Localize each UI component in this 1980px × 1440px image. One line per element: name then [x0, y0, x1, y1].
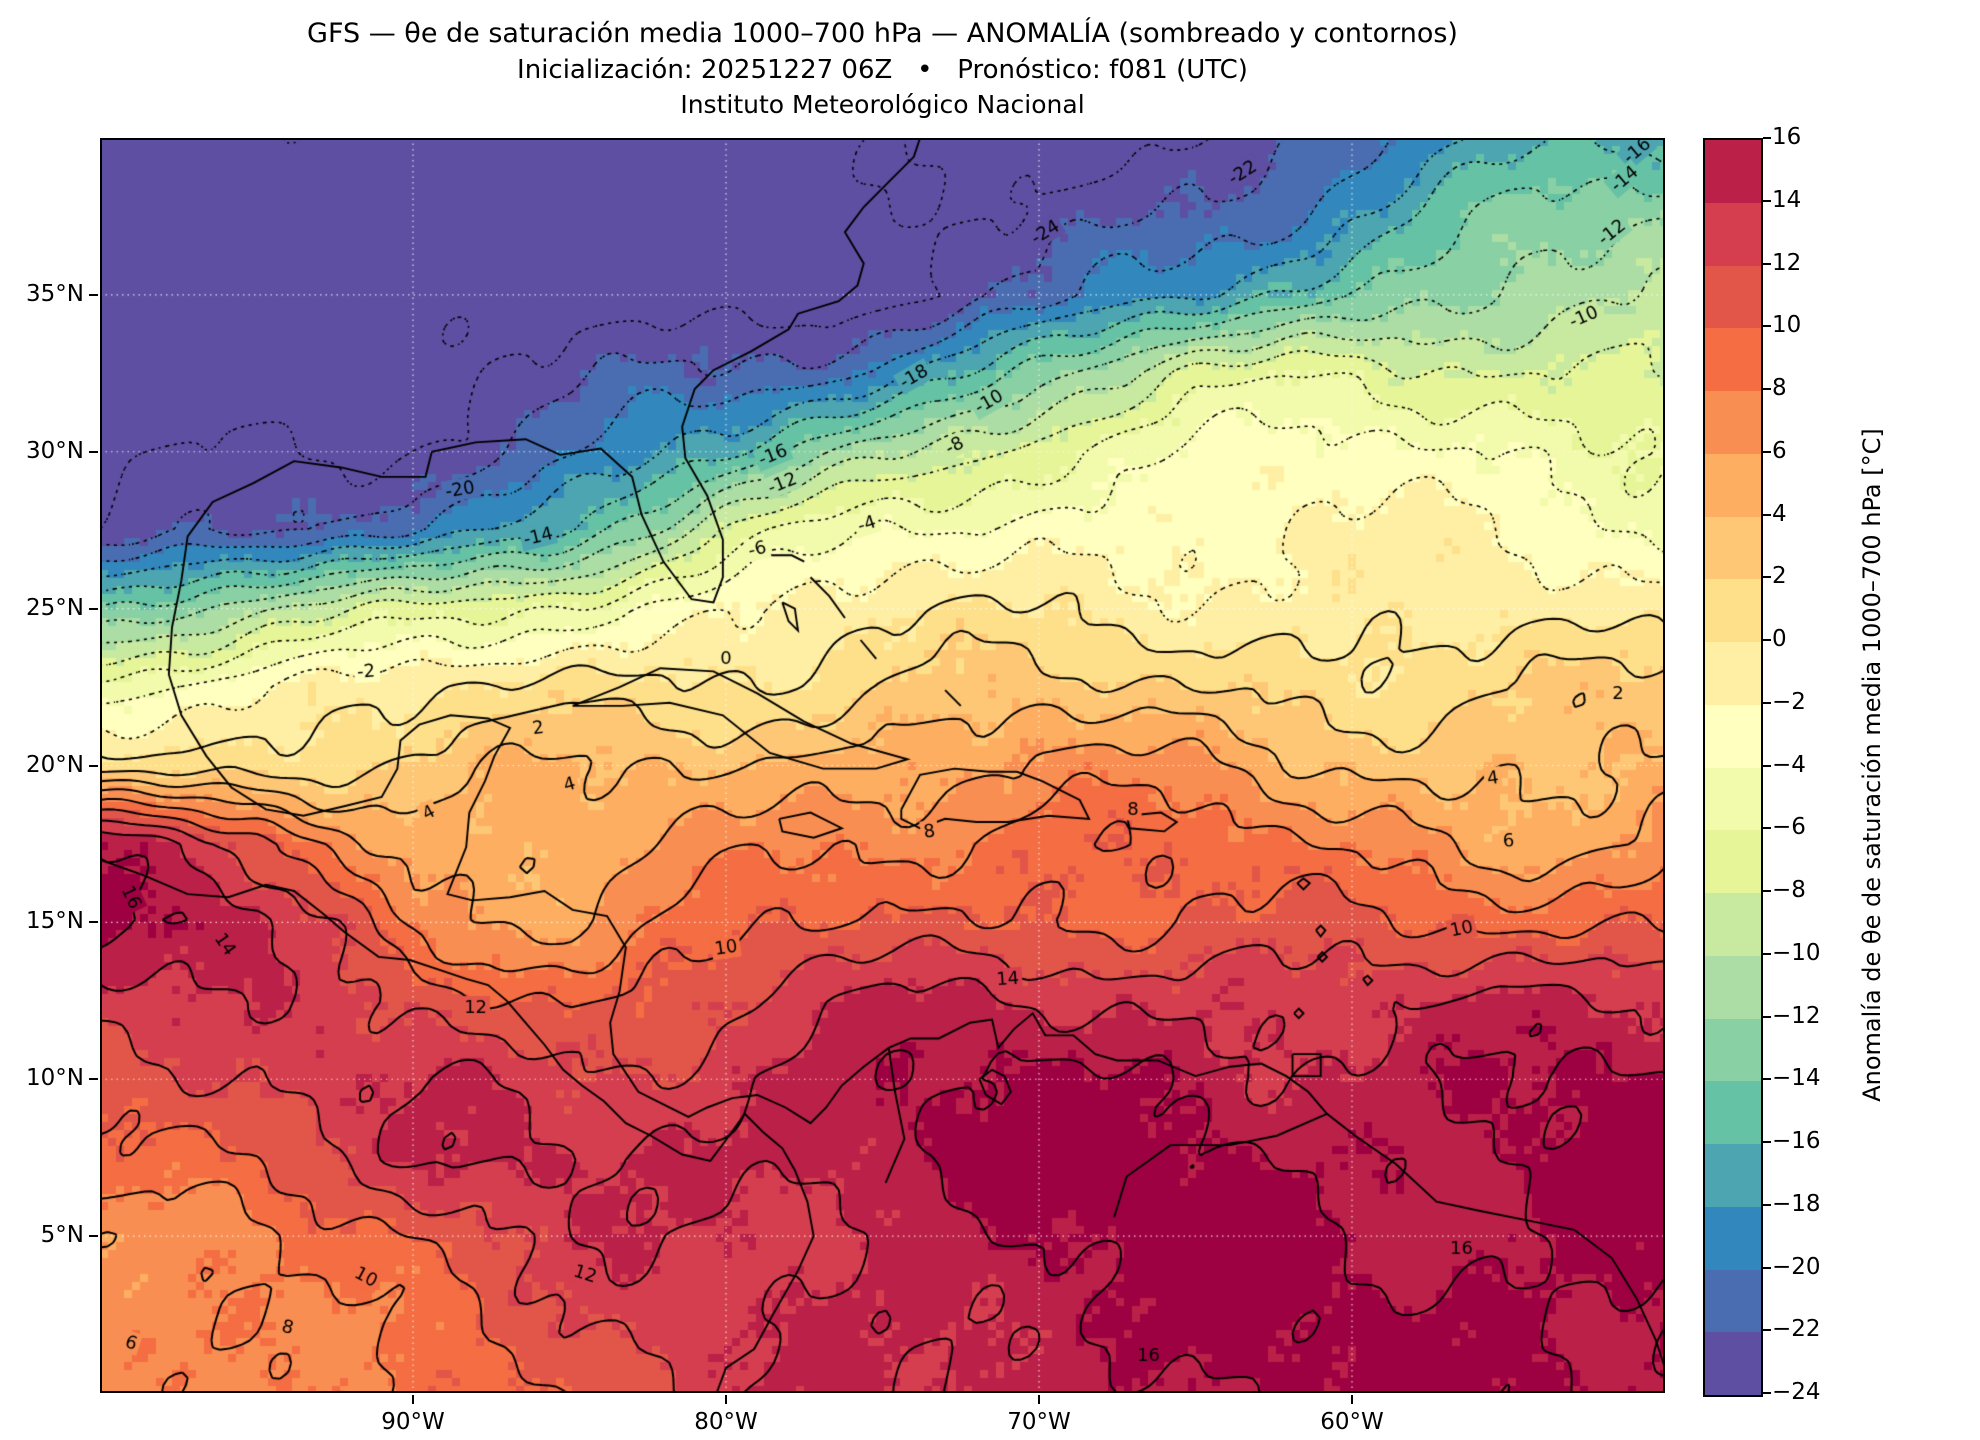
colorbar-tick-label: 6 [1772, 437, 1787, 464]
colorbar-band [1705, 579, 1761, 643]
colorbar-tick-mark [1763, 1392, 1771, 1394]
y-tick-mark [89, 450, 98, 453]
x-tick-mark [412, 1395, 414, 1404]
colorbar-tick-mark [1763, 513, 1771, 516]
colorbar-band [1705, 1144, 1761, 1208]
y-tick-label: 20°N [26, 751, 84, 778]
colorbar-band [1705, 391, 1761, 455]
colorbar-tick-mark [1763, 1266, 1771, 1269]
colorbar-band [1705, 1269, 1761, 1334]
colorbar-tick-label: 16 [1772, 124, 1802, 150]
x-tick-label: 60°W [1320, 1409, 1384, 1435]
x-tick-mark [1038, 1395, 1040, 1404]
chart-header: GFS — θe de saturación media 1000–700 hP… [100, 16, 1665, 122]
x-tick-mark [1351, 1395, 1353, 1404]
map-canvas [100, 138, 1665, 1393]
colorbar-tick-mark [1763, 137, 1771, 139]
colorbar-band [1705, 704, 1761, 769]
colorbar-tick-label: 0 [1772, 626, 1787, 652]
colorbar-band [1705, 955, 1761, 1020]
colorbar-band [1705, 1206, 1761, 1271]
colorbar-tick-label: 12 [1772, 249, 1802, 276]
colorbar-band [1705, 516, 1761, 581]
chart-subtitle: Inicialización: 20251227 06Z • Pronóstic… [517, 55, 1248, 85]
colorbar-tick-mark [1763, 1141, 1771, 1143]
colorbar-band [1705, 265, 1761, 330]
colorbar-tick-mark [1763, 388, 1771, 390]
x-tick-label: 90°W [381, 1409, 445, 1435]
colorbar-axis-label: Anomalía de θe de saturación media 1000–… [1858, 428, 1886, 1102]
colorbar [1703, 138, 1763, 1397]
colorbar-tick-label: −18 [1772, 1190, 1821, 1217]
y-tick-mark [89, 1078, 98, 1081]
colorbar-tick-mark [1763, 199, 1771, 202]
colorbar-band [1705, 1018, 1761, 1083]
colorbar-tick-mark [1763, 952, 1771, 955]
colorbar-tick-label: −16 [1772, 1128, 1821, 1154]
colorbar-tick-mark [1763, 827, 1771, 830]
colorbar-tick-mark [1763, 764, 1771, 767]
y-tick-mark [89, 293, 98, 296]
colorbar-tick-label: 14 [1772, 186, 1802, 213]
colorbar-tick-label: 10 [1772, 312, 1802, 339]
colorbar-tick-label: −22 [1772, 1316, 1821, 1343]
y-tick-mark [89, 764, 98, 767]
colorbar-tick-label: −14 [1772, 1065, 1821, 1092]
colorbar-tick-mark [1763, 325, 1771, 328]
colorbar-tick-label: −20 [1772, 1253, 1821, 1280]
colorbar-band [1705, 453, 1761, 518]
chart-institution: Instituto Meteorológico Nacional [680, 90, 1085, 119]
colorbar-tick-mark [1763, 639, 1771, 641]
colorbar-tick-mark [1763, 701, 1771, 704]
colorbar-tick-label: −6 [1772, 814, 1806, 841]
colorbar-tick-mark [1763, 1078, 1771, 1081]
y-tick-label: 25°N [26, 594, 84, 621]
y-tick-label: 15°N [26, 908, 84, 935]
plot-area [100, 138, 1665, 1393]
y-tick-label: 35°N [26, 280, 84, 307]
y-tick-mark [89, 607, 98, 610]
chart-title: GFS — θe de saturación media 1000–700 hP… [307, 18, 1458, 49]
colorbar-tick-label: 8 [1772, 375, 1787, 401]
colorbar-tick-label: −8 [1772, 877, 1806, 903]
colorbar-tick-mark [1763, 262, 1771, 265]
x-tick-label: 80°W [694, 1409, 758, 1435]
colorbar-tick-mark [1763, 450, 1771, 453]
y-tick-mark [89, 1235, 98, 1238]
y-tick-label: 5°N [40, 1222, 84, 1249]
colorbar-tick-mark [1763, 890, 1771, 892]
colorbar-band [1705, 1332, 1761, 1395]
colorbar-tick-label: 2 [1772, 563, 1787, 590]
colorbar-band [1705, 1081, 1761, 1145]
colorbar-band [1705, 830, 1761, 894]
colorbar-tick-mark [1763, 1329, 1771, 1332]
x-tick-label: 70°W [1007, 1409, 1071, 1435]
colorbar-tick-mark [1763, 1203, 1771, 1206]
colorbar-tick-mark [1763, 576, 1771, 579]
colorbar-band [1705, 202, 1761, 267]
colorbar-tick-label: −4 [1772, 751, 1806, 778]
x-tick-mark [725, 1395, 727, 1404]
colorbar-tick-label: −10 [1772, 939, 1821, 966]
colorbar-tick-mark [1763, 1015, 1771, 1018]
colorbar-band [1705, 642, 1761, 706]
colorbar-band [1705, 328, 1761, 392]
colorbar-band [1705, 767, 1761, 832]
colorbar-band [1705, 893, 1761, 957]
y-tick-label: 10°N [26, 1065, 84, 1092]
colorbar-tick-label: −12 [1772, 1002, 1821, 1029]
colorbar-band [1705, 140, 1761, 204]
y-tick-label: 30°N [26, 437, 84, 464]
colorbar-tick-label: 4 [1772, 500, 1787, 527]
colorbar-tick-label: −2 [1772, 688, 1806, 715]
y-tick-mark [89, 921, 98, 924]
colorbar-tick-label: −24 [1772, 1379, 1821, 1405]
